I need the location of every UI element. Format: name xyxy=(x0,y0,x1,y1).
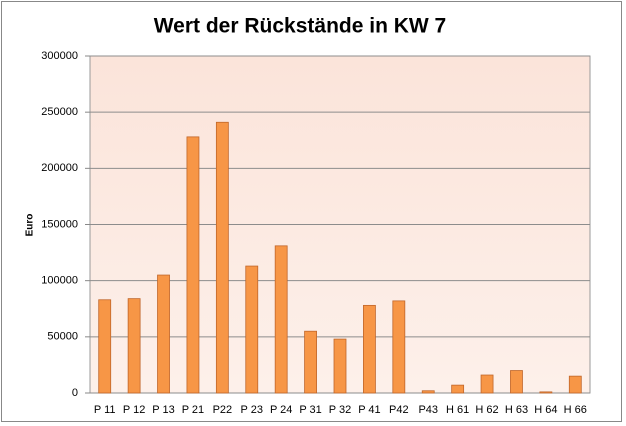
x-tick-label: H 66 xyxy=(564,404,587,416)
x-tick-label: P 13 xyxy=(152,404,174,416)
bar xyxy=(304,330,317,394)
x-tick-label: P42 xyxy=(389,404,409,416)
y-axis-label: Euro xyxy=(25,214,36,237)
x-tick-label: H 64 xyxy=(534,404,557,416)
chart-title: Wert der Rückstände in KW 7 xyxy=(154,15,447,38)
x-tick-label: H 61 xyxy=(446,404,469,416)
bar xyxy=(127,298,141,394)
y-tick-label: 250000 xyxy=(41,106,78,118)
bar xyxy=(274,245,288,394)
y-tick-label: 200000 xyxy=(41,162,78,174)
bar xyxy=(215,121,229,394)
x-tick-label: P 23 xyxy=(241,404,263,416)
y-tick-label: 150000 xyxy=(41,218,78,230)
y-tick-label: 300000 xyxy=(41,50,78,62)
bar xyxy=(363,304,376,394)
bar xyxy=(480,374,494,394)
x-tick-label: P 31 xyxy=(299,404,321,416)
bar xyxy=(539,391,553,394)
bar xyxy=(98,299,112,394)
bar xyxy=(333,338,347,394)
bar xyxy=(157,274,170,394)
bar xyxy=(421,390,435,394)
x-tick-label: P 24 xyxy=(270,404,292,416)
bar xyxy=(510,370,523,394)
bar xyxy=(245,265,259,394)
x-tick-label: P22 xyxy=(213,404,233,416)
x-tick-label: P 21 xyxy=(182,404,204,416)
bar xyxy=(186,136,200,394)
x-tick-label: P 32 xyxy=(329,404,351,416)
x-tick-label: P 11 xyxy=(94,404,116,416)
bar xyxy=(451,384,465,394)
x-tick-label: H 63 xyxy=(505,404,528,416)
y-tick-label: 50000 xyxy=(47,331,78,343)
y-tick-label: 100000 xyxy=(41,275,78,287)
x-tick-label: P43 xyxy=(418,404,438,416)
x-tick-label: P 12 xyxy=(123,404,145,416)
y-tick-label: 0 xyxy=(72,387,78,399)
bar xyxy=(392,300,406,394)
x-tick-label: H 62 xyxy=(475,404,498,416)
bar xyxy=(568,375,582,394)
x-tick-label: P 41 xyxy=(358,404,380,416)
